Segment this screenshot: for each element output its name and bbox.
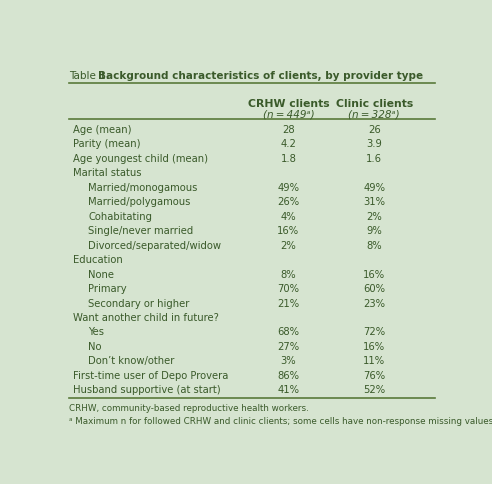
Text: 4.2: 4.2 bbox=[280, 139, 296, 149]
Text: Want another child in future?: Want another child in future? bbox=[73, 312, 219, 322]
Text: 31%: 31% bbox=[363, 197, 385, 207]
Text: 76%: 76% bbox=[363, 370, 385, 380]
Text: Cohabitating: Cohabitating bbox=[88, 211, 152, 221]
Text: 28: 28 bbox=[282, 124, 295, 135]
Text: Clinic clients: Clinic clients bbox=[336, 98, 413, 108]
Text: Yes: Yes bbox=[88, 327, 104, 337]
Text: 23%: 23% bbox=[363, 298, 385, 308]
Text: 27%: 27% bbox=[277, 341, 300, 351]
Text: Married/polygamous: Married/polygamous bbox=[88, 197, 190, 207]
Text: 21%: 21% bbox=[277, 298, 300, 308]
Text: 8%: 8% bbox=[367, 240, 382, 250]
Text: Age (mean): Age (mean) bbox=[73, 124, 131, 135]
Text: None: None bbox=[88, 269, 114, 279]
Text: ᵃ Maximum n for followed CRHW and clinic clients; some cells have non-response m: ᵃ Maximum n for followed CRHW and clinic… bbox=[69, 417, 492, 425]
Text: Primary: Primary bbox=[88, 284, 127, 293]
Text: 52%: 52% bbox=[363, 385, 385, 394]
Text: 8%: 8% bbox=[280, 269, 296, 279]
Text: 49%: 49% bbox=[277, 182, 299, 192]
Text: Husband supportive (at start): Husband supportive (at start) bbox=[73, 385, 220, 394]
Text: 1.6: 1.6 bbox=[366, 153, 382, 163]
Text: 26%: 26% bbox=[277, 197, 300, 207]
Text: 4%: 4% bbox=[280, 211, 296, 221]
Text: 3%: 3% bbox=[280, 356, 296, 366]
Text: No: No bbox=[88, 341, 102, 351]
Text: 26: 26 bbox=[368, 124, 380, 135]
Text: (n = 328ᵃ): (n = 328ᵃ) bbox=[348, 109, 400, 120]
Text: Education: Education bbox=[73, 255, 123, 264]
Text: Table 1.: Table 1. bbox=[69, 71, 113, 81]
Text: 86%: 86% bbox=[277, 370, 299, 380]
Text: 2%: 2% bbox=[366, 211, 382, 221]
Text: 1.8: 1.8 bbox=[280, 153, 296, 163]
Text: 68%: 68% bbox=[277, 327, 299, 337]
Text: Married/monogamous: Married/monogamous bbox=[88, 182, 198, 192]
Text: Secondary or higher: Secondary or higher bbox=[88, 298, 189, 308]
Text: Marital status: Marital status bbox=[73, 168, 141, 178]
Text: CRHW clients: CRHW clients bbox=[247, 98, 329, 108]
Text: 16%: 16% bbox=[277, 226, 300, 236]
Text: 16%: 16% bbox=[363, 269, 385, 279]
Text: Parity (mean): Parity (mean) bbox=[73, 139, 140, 149]
Text: First-time user of Depo Provera: First-time user of Depo Provera bbox=[73, 370, 228, 380]
Text: 72%: 72% bbox=[363, 327, 385, 337]
Text: 16%: 16% bbox=[363, 341, 385, 351]
Text: 41%: 41% bbox=[277, 385, 299, 394]
Text: Background characteristics of clients, by provider type: Background characteristics of clients, b… bbox=[98, 71, 423, 81]
Text: (n = 449ᵃ): (n = 449ᵃ) bbox=[263, 109, 314, 120]
Text: 70%: 70% bbox=[277, 284, 299, 293]
Text: 11%: 11% bbox=[363, 356, 385, 366]
Text: 9%: 9% bbox=[366, 226, 382, 236]
Text: 3.9: 3.9 bbox=[366, 139, 382, 149]
Text: 49%: 49% bbox=[363, 182, 385, 192]
Text: CRHW, community-based reproductive health workers.: CRHW, community-based reproductive healt… bbox=[69, 403, 309, 412]
Text: Age youngest child (mean): Age youngest child (mean) bbox=[73, 153, 208, 163]
Text: 2%: 2% bbox=[280, 240, 296, 250]
Text: Single/never married: Single/never married bbox=[88, 226, 193, 236]
Text: Divorced/separated/widow: Divorced/separated/widow bbox=[88, 240, 221, 250]
Text: Don’t know/other: Don’t know/other bbox=[88, 356, 175, 366]
Text: 60%: 60% bbox=[363, 284, 385, 293]
